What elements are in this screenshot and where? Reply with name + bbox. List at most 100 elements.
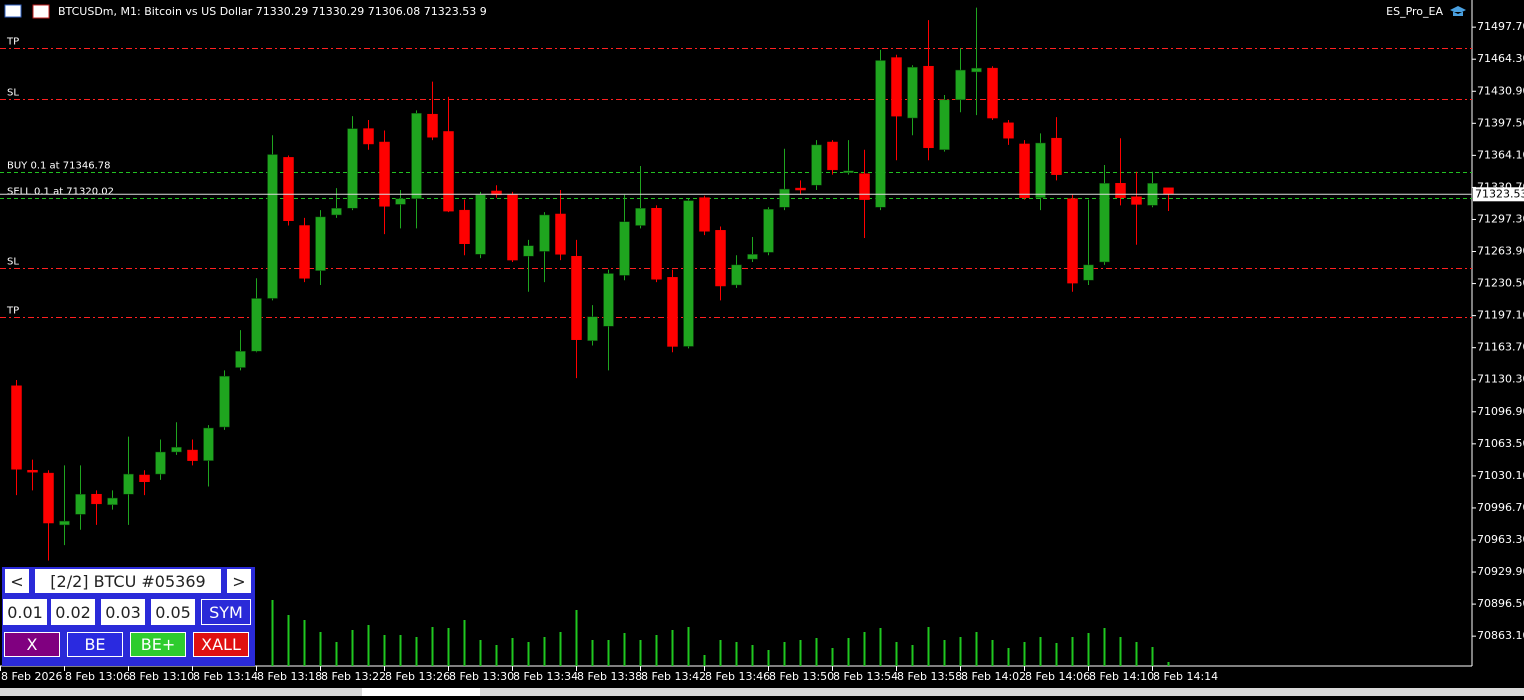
level-label: SL [7, 88, 19, 99]
candle-body [587, 316, 598, 341]
active-tab [362, 688, 480, 696]
candle-body [27, 469, 38, 473]
candle-body [251, 298, 262, 352]
expert-name: ES_Pro_EA [1386, 5, 1443, 18]
lot-button[interactable]: 0.01 [3, 599, 47, 625]
candle-body [219, 375, 230, 428]
y-tick-label: 71497.70 [1477, 20, 1524, 33]
candle-body [139, 474, 150, 482]
y-tick-label: 70863.10 [1477, 629, 1524, 642]
candle-body [779, 188, 790, 208]
sym-button[interactable]: SYM [201, 599, 251, 625]
expert-icon [1450, 6, 1466, 16]
lot-button[interactable]: 0.02 [51, 599, 95, 625]
candle-body [427, 113, 438, 138]
y-tick-label: 71297.30 [1477, 212, 1524, 225]
x-tick-label: 8 Feb 2026 [1, 670, 62, 683]
candle-body [1099, 183, 1110, 263]
candle-body [1003, 122, 1014, 139]
y-tick-label: 70996.70 [1477, 501, 1524, 514]
lot-button[interactable]: 0.05 [151, 599, 195, 625]
candle-body [59, 520, 70, 526]
action-button[interactable]: XALL [193, 632, 249, 657]
chart-icon [32, 4, 50, 19]
x-tick-label: 8 Feb 13:38 [577, 670, 642, 683]
x-tick-label: 8 Feb 14:14 [1153, 670, 1218, 683]
level-label: SL [7, 257, 19, 268]
x-tick-label: 8 Feb 13:26 [385, 670, 450, 683]
action-button[interactable]: BE [67, 632, 123, 657]
x-tick-label: 8 Feb 13:46 [705, 670, 770, 683]
candle-body [267, 154, 278, 299]
y-tick-label: 71096.90 [1477, 405, 1524, 418]
x-tick-label: 8 Feb 13:18 [257, 670, 322, 683]
candle-body [459, 209, 470, 245]
candle-body [283, 157, 294, 221]
x-tick-label: 8 Feb 13:22 [321, 670, 386, 683]
y-tick-label: 70896.50 [1477, 597, 1524, 610]
candle-body [571, 255, 582, 340]
candle-body [923, 65, 934, 149]
candle-body [379, 141, 390, 207]
trade-panel: < [2/2] BTCU #05369 >0.01 0.02 0.03 0.05 SYM X B… [2, 567, 255, 666]
action-button[interactable]: BE+ [130, 632, 186, 657]
candle-body [75, 493, 86, 515]
candle-body [187, 449, 198, 461]
level-label: TP [6, 37, 19, 48]
x-tick-label: 8 Feb 13:30 [449, 670, 514, 683]
next-button[interactable]: > [227, 569, 251, 593]
last-price-box [1473, 187, 1524, 202]
candle-body [795, 187, 806, 191]
y-tick-label: 71130.30 [1477, 373, 1524, 386]
level-label: BUY 0.1 at 71346.78 [7, 161, 111, 172]
symbol-info: BTCUSDm, M1: Bitcoin vs US Dollar 71330.… [58, 5, 487, 18]
y-tick-label: 71163.70 [1477, 341, 1524, 354]
x-tick-label: 8 Feb 13:54 [833, 670, 898, 683]
candle-body [1083, 264, 1094, 281]
menu-icon [4, 4, 22, 18]
y-tick-label: 70963.30 [1477, 533, 1524, 546]
x-tick-label: 8 Feb 13:14 [193, 670, 258, 683]
candle-body [667, 277, 678, 347]
y-tick-label: 71430.90 [1477, 84, 1524, 97]
candle-body [1131, 196, 1142, 205]
candle-body [907, 66, 918, 119]
candle-body [107, 497, 118, 506]
candle-body [235, 350, 246, 368]
prev-button[interactable]: < [5, 569, 29, 593]
candle-body [395, 198, 406, 205]
candle-body [987, 67, 998, 119]
candle-body [619, 221, 630, 276]
candle-body [859, 173, 870, 200]
level-label: TP [6, 306, 19, 317]
candle-body [43, 472, 54, 524]
candle-body [747, 254, 758, 260]
x-tick-label: 8 Feb 13:50 [769, 670, 834, 683]
x-tick-label: 8 Feb 14:10 [1089, 670, 1154, 683]
candle-body [91, 493, 102, 505]
level-label: SELL 0.1 at 71320.02 [7, 187, 114, 198]
y-tick-label: 71030.10 [1477, 469, 1524, 482]
candle-body [763, 208, 774, 253]
lot-button[interactable]: 0.03 [101, 599, 145, 625]
candle-body [1163, 187, 1174, 195]
candle-body [475, 194, 486, 255]
candle-body [11, 385, 22, 470]
y-tick-label: 71063.50 [1477, 437, 1524, 450]
candle-body [1067, 198, 1078, 284]
y-tick-label: 71230.50 [1477, 277, 1524, 290]
candle-body [955, 69, 966, 101]
candle-body [123, 473, 134, 495]
candle-body [635, 207, 646, 226]
y-tick-label: 71464.30 [1477, 52, 1524, 65]
y-tick-label: 71197.10 [1477, 309, 1524, 322]
candle-body [443, 131, 454, 212]
position-label[interactable]: [2/2] BTCU #05369 [35, 569, 221, 593]
action-button[interactable]: X [4, 632, 60, 657]
x-tick-label: 8 Feb 13:58 [897, 670, 962, 683]
candle-body [891, 57, 902, 117]
candle-body [843, 170, 854, 173]
x-tick-label: 8 Feb 13:10 [129, 670, 194, 683]
candle-body [1051, 137, 1062, 175]
x-tick-label: 8 Feb 14:02 [961, 670, 1026, 683]
